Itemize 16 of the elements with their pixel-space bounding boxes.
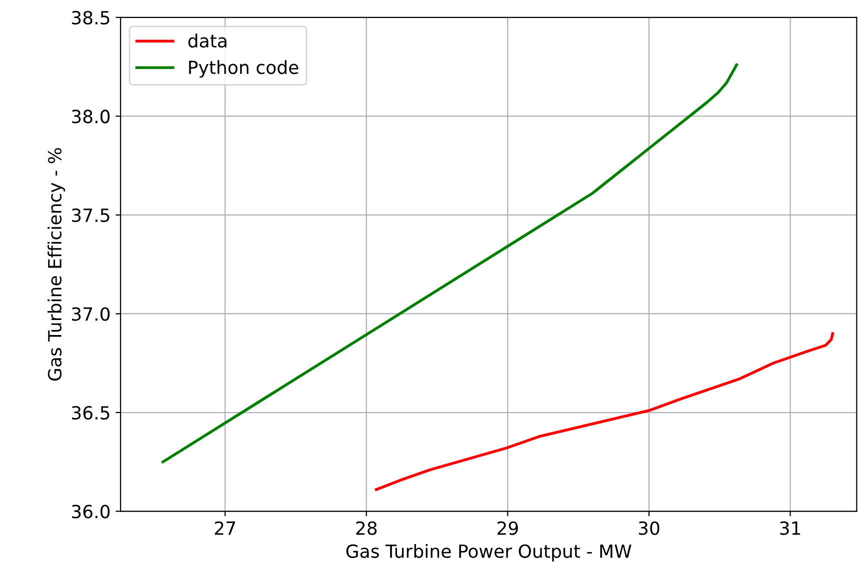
y-tick-label: 37.5 (72, 208, 110, 222)
y-tick-label: 37.0 (72, 307, 110, 321)
y-tick-label: 38.5 (72, 10, 110, 25)
x-tick-label: 29 (498, 521, 518, 535)
x-tick-label: 30 (638, 521, 660, 535)
legend-label: data (188, 34, 226, 48)
x-tick-label: 28 (356, 521, 377, 535)
y-axis-title: Gas Turbine Efficiency - % (48, 148, 66, 381)
legend-label: Python code (189, 60, 298, 78)
x-axis-title: Gas Turbine Power Output - MW (346, 544, 632, 562)
y-tick-label: 36.5 (72, 406, 110, 420)
y-tick-label: 36.0 (72, 504, 110, 518)
x-tick-label: 31 (780, 521, 800, 535)
x-tick-label: 27 (214, 521, 236, 535)
line-series (374, 332, 834, 491)
y-tick-label: 38.0 (72, 110, 110, 124)
